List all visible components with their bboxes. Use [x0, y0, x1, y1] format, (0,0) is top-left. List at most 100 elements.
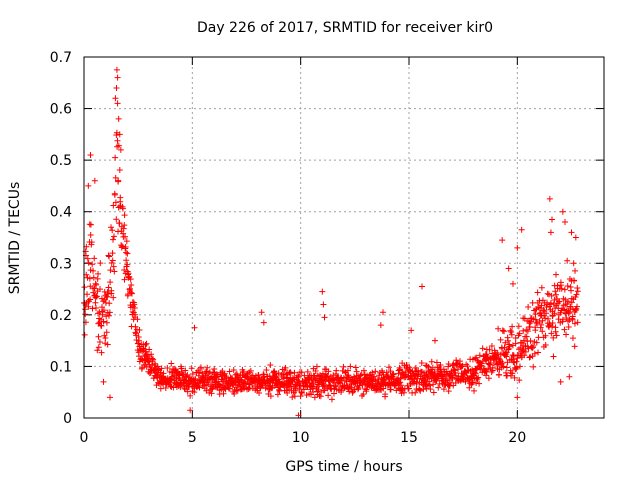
data-point	[539, 317, 546, 324]
data-point	[100, 318, 107, 325]
data-point	[313, 363, 320, 370]
data-point	[551, 310, 558, 317]
data-point	[432, 337, 438, 344]
data-point	[158, 365, 165, 372]
data-point	[247, 367, 254, 374]
data-point	[516, 377, 523, 384]
data-point	[311, 394, 318, 401]
data-point	[532, 316, 539, 323]
data-point	[526, 354, 533, 361]
data-point	[319, 288, 326, 295]
data-point	[563, 331, 570, 338]
data-point	[539, 328, 546, 335]
data-point	[304, 368, 311, 375]
data-point	[114, 74, 121, 81]
data-point	[300, 386, 307, 393]
data-point	[110, 294, 117, 301]
data-point	[542, 342, 549, 349]
data-point	[574, 288, 581, 295]
data-point	[372, 368, 379, 375]
data-point	[294, 372, 301, 379]
data-point	[573, 291, 580, 298]
data-point	[574, 284, 581, 291]
data-point	[132, 329, 139, 336]
data-point	[430, 389, 437, 396]
data-point	[503, 364, 510, 371]
data-point	[542, 315, 549, 322]
data-point	[340, 363, 347, 370]
data-point	[543, 310, 550, 317]
data-point	[523, 333, 530, 340]
data-point	[81, 331, 88, 338]
data-point	[557, 279, 564, 286]
data-point	[143, 340, 150, 347]
data-point	[119, 243, 126, 250]
x-tick-label: 0	[80, 430, 89, 446]
data-point	[430, 381, 437, 388]
data-point	[144, 351, 151, 358]
data-point	[525, 303, 532, 310]
grid-layer	[84, 57, 604, 418]
data-point	[325, 368, 332, 375]
data-point	[93, 281, 100, 288]
data-point	[333, 367, 340, 374]
data-point	[494, 350, 501, 357]
data-point	[108, 224, 115, 231]
data-point	[187, 407, 194, 414]
data-point	[500, 363, 507, 370]
data-point	[301, 372, 308, 379]
data-point	[565, 323, 572, 330]
data-point	[332, 383, 339, 390]
data-point	[138, 355, 145, 362]
data-point	[535, 334, 542, 341]
x-tick-label: 5	[188, 430, 197, 446]
data-point	[519, 346, 526, 353]
data-point	[135, 337, 142, 344]
data-point	[164, 365, 171, 372]
data-point	[256, 389, 263, 396]
data-point	[102, 340, 109, 347]
data-point	[564, 283, 571, 290]
data-point	[406, 367, 413, 374]
data-point	[117, 146, 124, 153]
data-point	[478, 360, 485, 367]
data-point	[509, 370, 516, 377]
data-point	[561, 306, 568, 313]
data-point	[408, 327, 415, 334]
data-point	[549, 216, 555, 223]
data-point	[473, 354, 480, 361]
data-point	[554, 282, 561, 289]
data-point	[295, 412, 302, 419]
data-point	[405, 385, 412, 392]
data-point	[96, 309, 103, 316]
data-point	[562, 219, 568, 226]
data-point	[545, 291, 552, 298]
data-point	[122, 244, 129, 251]
data-point	[328, 396, 335, 403]
tick-layer	[83, 56, 604, 419]
data-point	[298, 369, 305, 376]
data-point	[110, 202, 117, 209]
data-point	[95, 270, 102, 277]
data-point	[109, 257, 116, 264]
data-point	[284, 390, 291, 397]
data-point	[564, 257, 571, 264]
data-point	[534, 289, 541, 296]
data-point	[486, 346, 493, 353]
data-point	[521, 352, 528, 359]
data-point	[526, 324, 533, 331]
data-point	[505, 337, 512, 344]
data-point	[84, 255, 91, 262]
data-point	[109, 236, 116, 243]
data-point	[553, 332, 560, 339]
data-point	[433, 359, 440, 366]
data-point	[572, 267, 579, 274]
data-point	[547, 229, 554, 236]
data-point	[92, 299, 99, 306]
data-point	[111, 190, 118, 197]
data-point	[380, 309, 386, 316]
data-point	[511, 374, 518, 381]
data-point	[466, 384, 473, 391]
data-point	[360, 391, 367, 398]
